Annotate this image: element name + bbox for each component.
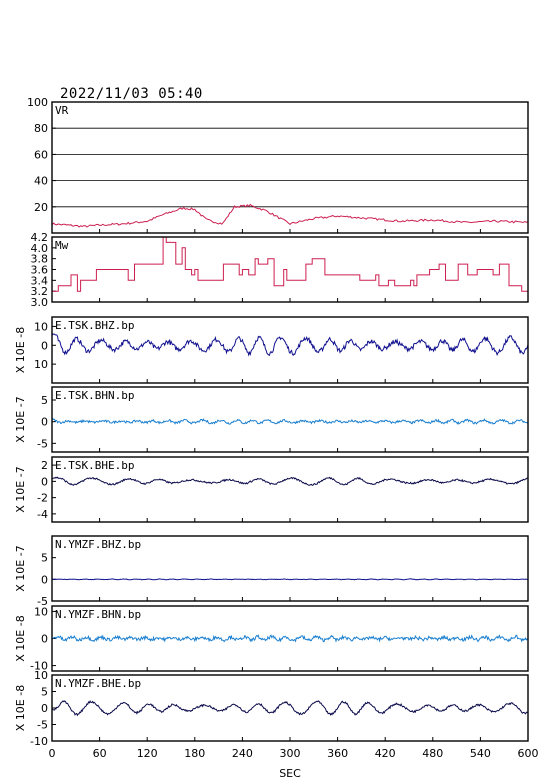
y-axis-label: X 10E -8 — [14, 615, 27, 661]
y-tick-label: -2 — [37, 492, 48, 505]
panel-n-ymzf-bhn: 10 0 -10X 10E -8 N.YMZF.BHN.bp — [14, 605, 529, 673]
panel-e-tsk-bhe: 2 0 -2 -4 X 10E -7 E.TSK.BHE.bp — [14, 456, 529, 523]
y-axis-label: X 10E -7 — [14, 545, 27, 591]
x-tick-label: 300 — [280, 747, 301, 760]
series-trace-e-tsk-bhz — [51, 333, 529, 357]
y-tick-label: 20 — [34, 201, 48, 214]
y-tick-label: 4.0 — [31, 242, 49, 255]
y-tick-label: 2 — [41, 459, 48, 472]
x-tick-label: 240 — [232, 747, 253, 760]
series-trace-vr — [51, 203, 529, 228]
series-trace-e-tsk-bhn — [51, 417, 529, 425]
y-tick-label: 60 — [34, 148, 48, 161]
y-tick-label: 40 — [34, 175, 48, 188]
x-tick-label: 60 — [93, 747, 107, 760]
x-tick-label: 480 — [422, 747, 443, 760]
y-tick-label: 4.2 — [31, 231, 49, 244]
y-axis-label: X 10E -7 — [14, 466, 27, 512]
panel-e-tsk-bhn: 5 0 -5 X 10E -7 E.TSK.BHN.bp — [14, 386, 529, 453]
y-tick-label: 10 — [34, 605, 48, 618]
y-tick-label: -5 — [37, 719, 48, 732]
y-tick-label: 5 — [41, 552, 48, 565]
y-tick-label: -10 — [30, 735, 48, 748]
panel-label: E.TSK.BHE.bp — [55, 459, 134, 472]
y-tick-label: 0 — [41, 339, 48, 352]
y-tick-label: 3.2 — [31, 285, 49, 298]
panel-label: N.YMZF.BHN.bp — [55, 608, 141, 621]
y-tick-label: -4 — [37, 508, 48, 521]
x-tick-label: 540 — [470, 747, 491, 760]
x-tick-label: 180 — [184, 747, 205, 760]
x-tick-label: 0 — [49, 747, 56, 760]
x-tick-label: 360 — [327, 747, 348, 760]
x-axis-label: SEC — [279, 767, 301, 780]
y-tick-label: 10 — [34, 320, 48, 333]
panel-label: N.YMZF.BHZ.bp — [55, 538, 141, 551]
x-tick-label: 600 — [518, 747, 539, 760]
panel-e-tsk-bhz: 10 0 10 X 10E -8 E.TSK.BHZ.bp — [14, 316, 529, 384]
panel-label: VR — [55, 104, 69, 117]
y-tick-label: -10 — [30, 660, 48, 673]
y-tick-label: 0 — [41, 633, 48, 646]
x-tick-label: 120 — [137, 747, 158, 760]
series-trace-n-ymzf-bhn — [51, 634, 529, 643]
y-tick-label: 10 — [34, 358, 48, 371]
y-tick-label: 5 — [41, 686, 48, 699]
panel-frame — [51, 101, 529, 234]
panel-label: E.TSK.BHZ.bp — [55, 319, 134, 332]
y-tick-label: 3.8 — [31, 253, 49, 266]
panel-n-ymzf-bhz: 5 0 -5 X 10E -7 N.YMZF.BHZ.bp — [14, 535, 529, 608]
y-tick-label: 80 — [34, 122, 48, 135]
panel-label: E.TSK.BHN.bp — [55, 389, 134, 402]
y-tick-label: 0 — [41, 475, 48, 488]
x-tick-label: 420 — [375, 747, 396, 760]
y-tick-label: 0 — [41, 416, 48, 429]
panel-mw: 3.03.23.43.63.84.04.2 Mw — [31, 231, 529, 309]
y-axis-label: X 10E -7 — [14, 396, 27, 442]
y-tick-label: 0 — [41, 573, 48, 586]
y-tick-label: -5 — [37, 437, 48, 450]
panels-group: 20406080100VR3.03.23.43.63.84.04.2Mw1001… — [14, 96, 529, 748]
y-tick-label: 10 — [34, 669, 48, 682]
y-tick-label: 100 — [27, 96, 48, 109]
panel-label: Mw — [55, 239, 69, 252]
y-tick-label: 3.6 — [31, 264, 49, 277]
y-tick-label: 3.0 — [31, 296, 49, 309]
y-axis-label: X 10E -8 — [14, 327, 27, 373]
panel-n-ymzf-bhe: 10 5 0 -5 -10X 10E -8 N.YMZF.BHE.bp — [14, 669, 529, 748]
y-tick-label: 0 — [41, 702, 48, 715]
series-trace-mw — [52, 236, 528, 292]
y-tick-label: -5 — [37, 595, 48, 608]
y-tick-label: 5 — [41, 394, 48, 407]
y-tick-label: 3.4 — [31, 274, 49, 287]
x-axis: 0 60 120 180 240 300 360 420 480 540 600 — [49, 747, 539, 760]
series-trace-n-ymzf-bhz — [52, 578, 529, 581]
series-trace-e-tsk-bhe — [51, 476, 528, 486]
panel-label: N.YMZF.BHE.bp — [55, 677, 141, 690]
panel-vr: 20 40 60 80 100 VR — [27, 96, 529, 234]
series-trace-n-ymzf-bhe — [51, 699, 529, 717]
chart-title: 2022/11/03 05:40 — [60, 86, 203, 102]
y-axis-label: X 10E -8 — [14, 685, 27, 731]
